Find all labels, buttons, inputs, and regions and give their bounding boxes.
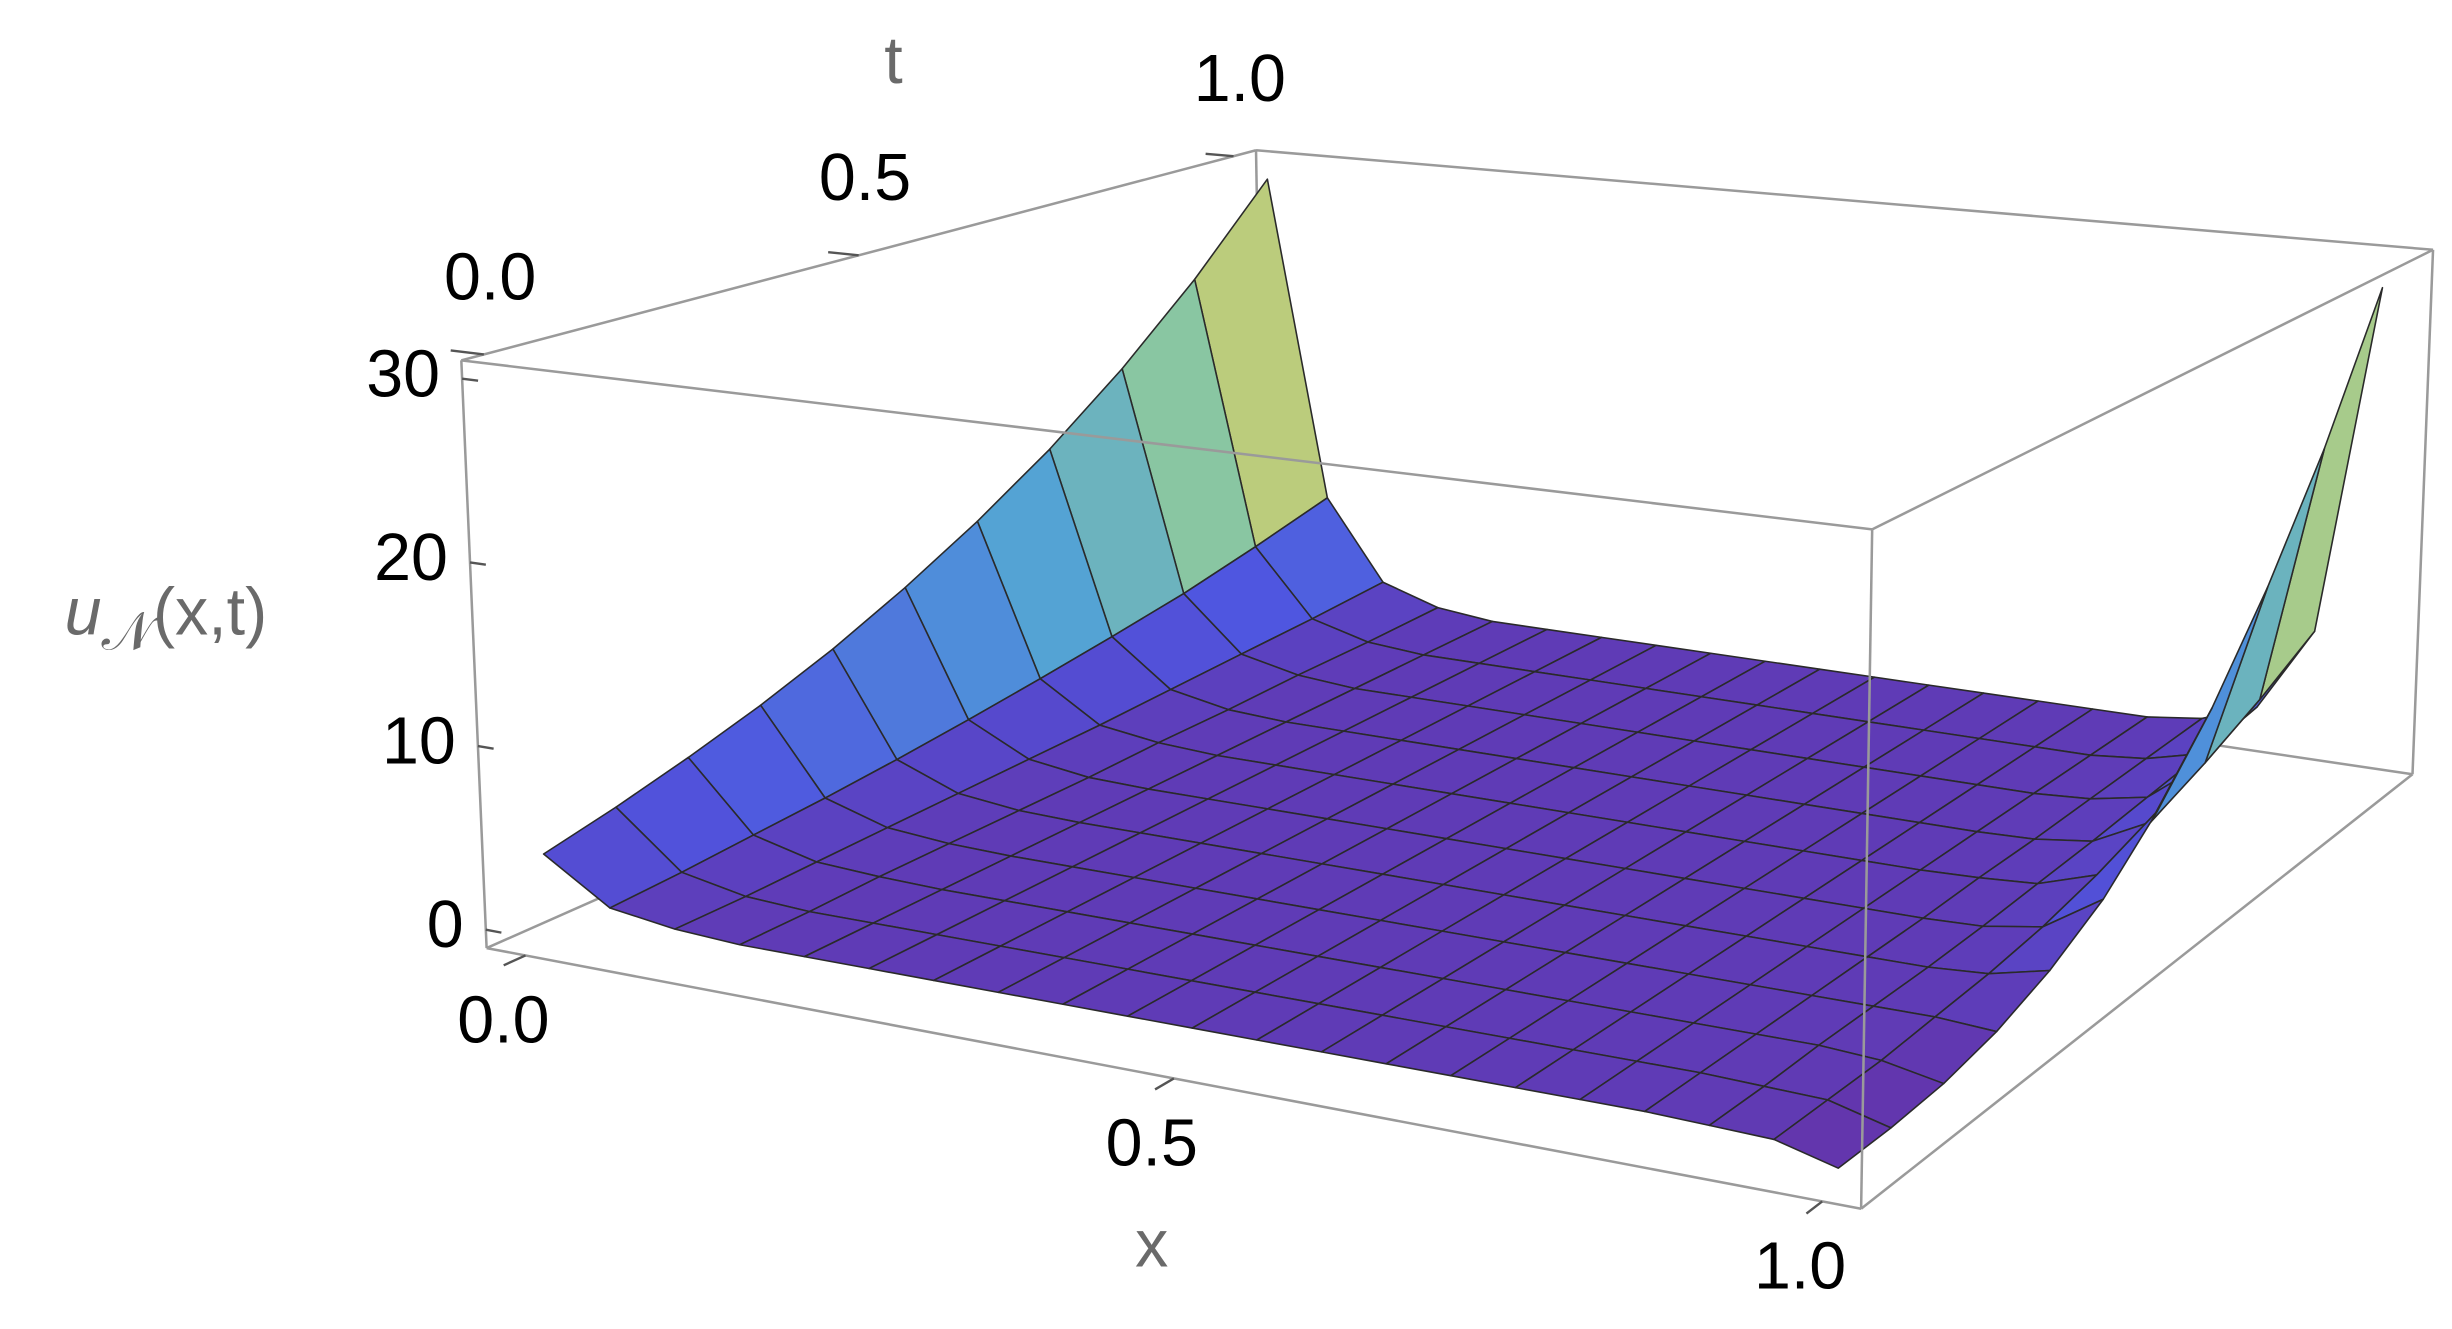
y-tick	[1205, 152, 1234, 158]
z-tick	[461, 377, 479, 382]
z-axis-label: u𝒩(x,t)	[65, 575, 268, 662]
box-edge	[2411, 249, 2435, 775]
z-tick-label: 0	[427, 888, 464, 962]
x-tick-label: 1.0	[1754, 1229, 1846, 1303]
x-tick	[1805, 1200, 1823, 1215]
z-tick	[469, 561, 487, 566]
y-tick	[828, 250, 859, 257]
x-tick-label: 0.5	[1106, 1106, 1198, 1180]
z-tick-label: 30	[366, 337, 440, 411]
z-label-subscript: 𝒩	[101, 601, 160, 661]
box-edge	[1860, 773, 2414, 1210]
y-tick	[450, 349, 484, 356]
box-edge	[1871, 248, 2434, 531]
box-edge	[1859, 529, 1874, 1209]
y-tick-label: 0.0	[444, 240, 536, 314]
z-tick-label: 10	[382, 705, 456, 779]
z-tick	[485, 928, 502, 934]
z-label-base: u	[65, 575, 102, 649]
z-tick-label: 20	[374, 521, 448, 595]
x-tick	[1154, 1077, 1175, 1091]
y-axis-label: t	[884, 24, 902, 98]
box-edge	[460, 360, 488, 949]
x-axis-label: x	[1135, 1208, 1168, 1282]
x-tick	[503, 954, 526, 967]
z-label-args: (x,t)	[153, 575, 267, 649]
y-tick-label: 1.0	[1194, 42, 1286, 116]
surface-cell	[2258, 286, 2384, 701]
box-edge	[1255, 148, 2434, 252]
box-edge	[461, 359, 1873, 531]
y-tick-label: 0.5	[819, 141, 911, 215]
x-tick-label: 0.0	[457, 984, 549, 1058]
z-tick	[477, 744, 494, 750]
